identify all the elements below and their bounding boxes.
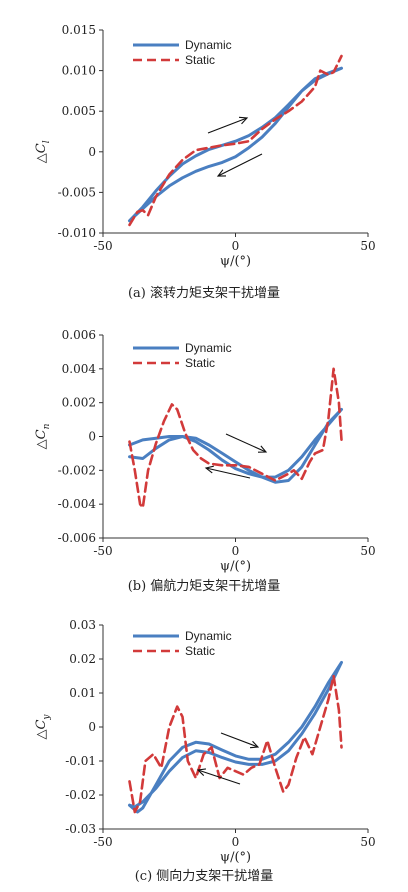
series-line-static [128, 367, 343, 509]
direction-arrows [196, 732, 260, 785]
direction-arrow-head [196, 768, 207, 776]
x-axis-label: ψ/(°) [220, 254, 251, 269]
series-line-static [128, 54, 343, 227]
y-tick-label: 0 [88, 720, 96, 734]
y-tick-label: 0.006 [62, 328, 96, 342]
series-line-dynamic [128, 660, 343, 814]
chart-panel-a: 0.015 0.010 0.005 0 -0.005 -0.010 -50 0 50 Dyna… [34, 23, 376, 301]
direction-arrow-line [205, 467, 251, 479]
y-tick-label: -0.002 [58, 463, 96, 477]
chart-caption: (a) 滚转力矩支架干扰增量 [128, 285, 280, 301]
y-tick-label: 0 [88, 430, 96, 444]
direction-arrow-head [204, 465, 214, 474]
chart-caption: (c) 侧向力支架干扰增量 [135, 868, 274, 884]
direction-arrow-line [225, 433, 267, 453]
chart-panel-b: 0.006 0.004 0.002 0 -0.002 -0.004 -0.006 -50 0 5… [34, 328, 376, 594]
x-tick-label: -50 [93, 239, 112, 253]
x-axis: -50 0 50 [93, 537, 376, 558]
y-axis: 0.03 0.02 0.01 0 -0.01 -0.02 -0.03 [65, 618, 104, 836]
x-axis: -50 0 50 [93, 828, 376, 849]
x-axis-label: ψ/(°) [220, 850, 251, 865]
y-tick-label: -0.02 [65, 788, 96, 802]
x-tick-label: 0 [232, 835, 240, 849]
direction-arrow-line [217, 153, 263, 177]
y-tick-label: -0.004 [58, 497, 97, 511]
y-axis-label: △Cy [34, 714, 52, 740]
x-tick-label: 50 [360, 544, 375, 558]
direction-arrow-head [216, 169, 227, 177]
direction-arrows [207, 116, 263, 177]
x-tick-label: 0 [232, 544, 240, 558]
x-axis: -50 0 50 [93, 232, 376, 253]
legend: Dynamic Static [133, 341, 232, 370]
x-tick-label: -50 [93, 544, 112, 558]
legend-dynamic-label: Dynamic [185, 629, 232, 643]
y-tick-label: 0.004 [62, 362, 97, 376]
y-tick-label: 0.03 [69, 618, 96, 632]
series-line-static [128, 674, 343, 814]
legend-static-label: Static [185, 53, 215, 67]
plot-area [128, 367, 343, 509]
legend: Dynamic Static [133, 629, 232, 658]
chart-panel-c: 0.03 0.02 0.01 0 -0.01 -0.02 -0.03 -50 0 50 Dyna… [34, 618, 376, 884]
direction-arrow-line [197, 769, 241, 785]
legend-dynamic-label: Dynamic [185, 38, 232, 52]
y-axis: 0.006 0.004 0.002 0 -0.002 -0.004 -0.006 [58, 328, 104, 545]
y-tick-label: 0.02 [69, 652, 96, 666]
x-tick-label: -50 [93, 835, 112, 849]
direction-arrows [204, 433, 268, 479]
legend-static-label: Static [185, 356, 215, 370]
direction-arrow-head [257, 445, 268, 453]
y-tick-label: -0.03 [65, 822, 96, 836]
plot-area [128, 54, 343, 227]
y-tick-label: 0.005 [62, 104, 96, 118]
chart-caption: (b) 偏航力矩支架干扰增量 [128, 578, 281, 594]
y-axis-label: △Cn [34, 423, 52, 449]
x-axis-label: ψ/(°) [220, 559, 251, 574]
y-tick-label: 0 [88, 145, 96, 159]
direction-arrow-line [220, 732, 259, 748]
y-tick-label: -0.005 [58, 185, 96, 199]
y-tick-label: 0.002 [62, 396, 96, 410]
direction-arrow-line [207, 117, 248, 134]
series-line-dynamic [128, 407, 343, 484]
legend: Dynamic Static [133, 38, 232, 67]
series-line-dynamic [128, 66, 343, 223]
y-tick-label: -0.006 [58, 531, 96, 545]
y-tick-label: 0.01 [69, 686, 96, 700]
legend-dynamic-label: Dynamic [185, 341, 232, 355]
y-tick-label: 0.015 [62, 23, 96, 37]
y-tick-label: -0.01 [65, 754, 96, 768]
plot-area [128, 660, 343, 814]
y-axis-label: △Cl [34, 140, 52, 163]
y-tick-label: -0.010 [58, 226, 96, 240]
legend-static-label: Static [185, 644, 215, 658]
direction-arrow-head [238, 116, 249, 125]
x-tick-label: 0 [232, 239, 240, 253]
y-tick-label: 0.010 [62, 64, 96, 78]
direction-arrow-head [249, 740, 260, 749]
x-tick-label: 50 [360, 239, 375, 253]
x-tick-label: 50 [360, 835, 375, 849]
y-axis: 0.015 0.010 0.005 0 -0.005 -0.010 [58, 23, 104, 240]
